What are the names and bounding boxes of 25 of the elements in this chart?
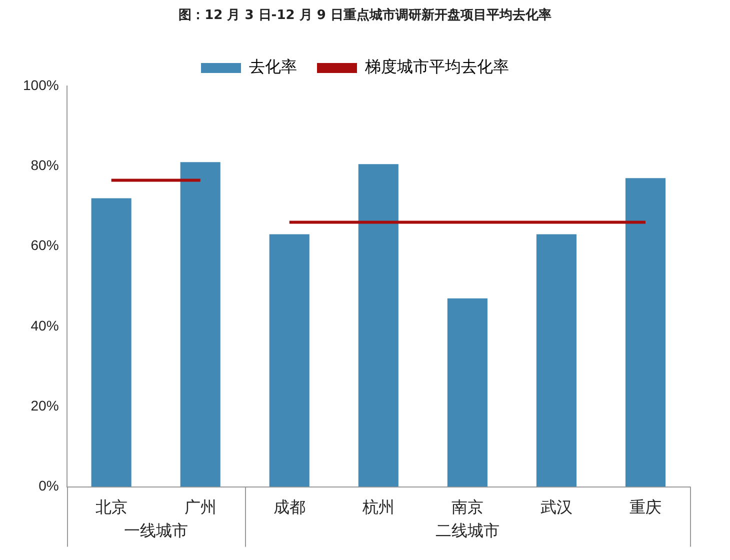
legend-label: 梯度城市平均去化率	[364, 57, 509, 76]
bar	[91, 198, 132, 487]
x-tick-label: 重庆	[629, 498, 662, 517]
y-tick-label: 80%	[30, 157, 59, 174]
y-tick-label: 60%	[30, 237, 59, 254]
text: 一线城市	[124, 520, 188, 540]
x-tick-label: 北京	[95, 498, 128, 517]
bar	[447, 298, 488, 487]
bar	[180, 162, 220, 487]
x-tick-label: 广州	[184, 498, 216, 517]
bar	[269, 234, 310, 487]
legend-label: 去化率	[249, 57, 297, 76]
y-tick-label: 20%	[30, 398, 59, 414]
x-tick-label: 杭州	[361, 498, 394, 517]
chart-title: 图：12 月 3 日-12 月 9 日重点城市调研新开盘项目平均去化率	[178, 6, 552, 24]
text: 二线城市	[435, 520, 500, 540]
bar	[536, 234, 576, 487]
y-tick-label: 100%	[22, 76, 59, 93]
x-tick-label: 南京	[451, 498, 484, 517]
x-tick-label: 成都	[273, 498, 306, 517]
y-tick-label: 0%	[38, 478, 59, 494]
bar	[625, 178, 666, 487]
x-tick-label: 武汉	[540, 498, 572, 517]
y-tick-label: 40%	[30, 317, 59, 334]
bar	[358, 164, 398, 487]
